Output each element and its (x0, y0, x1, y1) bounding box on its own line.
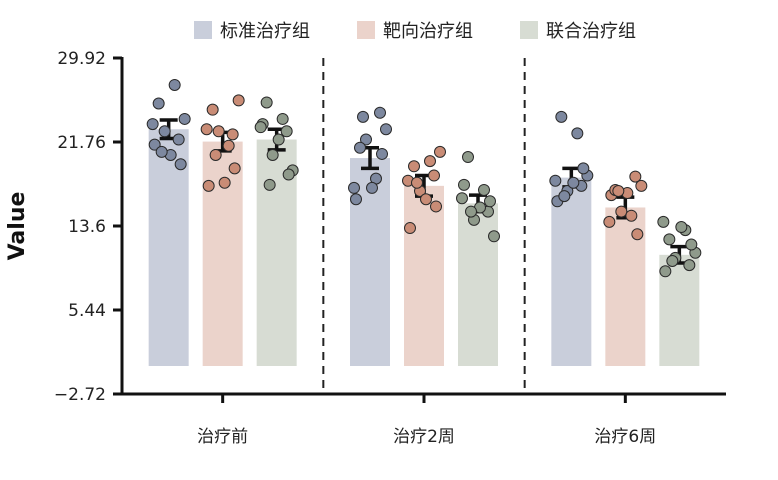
legend: 标准治疗组 靶向治疗组 联合治疗组 (194, 21, 636, 42)
y-tick-label-5: −2.72 (54, 385, 106, 405)
point-1-1-9 (174, 158, 187, 171)
point-3-2-10 (465, 205, 477, 218)
point-3-3-2 (683, 259, 696, 272)
point-2-1-8 (218, 176, 231, 189)
point-1-3-6 (571, 127, 584, 140)
point-3-2-1 (458, 178, 470, 191)
point-1-2-2 (374, 106, 386, 119)
point-2-2-5 (408, 160, 420, 173)
legend-label-1: 标准治疗组 (220, 21, 310, 42)
point-2-2-6 (424, 155, 436, 168)
point-1-2-4 (380, 123, 392, 136)
x-tick-label-3: 治疗6周 (594, 427, 656, 447)
point-3-1-7 (254, 121, 267, 134)
point-2-2-1 (404, 222, 416, 235)
point-1-1-5 (152, 97, 165, 110)
point-3-1-3 (266, 148, 279, 161)
point-2-1-3 (212, 125, 225, 138)
point-3-1-9 (282, 168, 295, 181)
point-3-2-4 (488, 230, 500, 243)
point-2-1-4 (232, 94, 245, 107)
point-2-1-5 (206, 103, 219, 116)
bar-2-2 (404, 185, 444, 366)
point-2-3-2 (629, 170, 642, 183)
point-2-3-4 (635, 179, 648, 192)
point-1-3-8 (567, 176, 580, 189)
legend-label-3: 联合治疗组 (546, 21, 636, 42)
point-2-3-7 (603, 215, 616, 228)
point-2-2-2 (428, 169, 440, 182)
point-1-2-9 (376, 147, 388, 160)
point-3-1-8 (272, 133, 285, 146)
point-2-3-6 (625, 209, 638, 222)
point-3-3-10 (666, 255, 679, 267)
point-1-1-2 (172, 133, 185, 146)
points-layer (146, 78, 702, 278)
point-3-2-7 (456, 192, 468, 205)
point-2-2-10 (411, 176, 423, 189)
point-3-2-5 (462, 151, 474, 164)
point-1-1-6 (168, 78, 181, 91)
point-3-3-5 (663, 233, 676, 246)
point-2-1-6 (222, 139, 235, 152)
point-1-2-5 (354, 141, 366, 154)
point-3-3-7 (657, 215, 670, 228)
bar-2-1 (202, 141, 243, 366)
legend-swatch-2 (357, 21, 375, 39)
point-3-3-8 (675, 221, 688, 234)
point-1-3-9 (577, 162, 590, 175)
point-1-2-3 (360, 133, 372, 146)
point-3-3-1 (659, 265, 672, 278)
point-3-1-10 (263, 178, 276, 191)
point-2-3-3 (615, 205, 628, 218)
point-2-2-9 (430, 200, 442, 213)
point-1-3-10 (558, 190, 571, 203)
point-2-1-10 (209, 148, 222, 161)
point-2-3-9 (631, 228, 644, 241)
bar-3-2 (458, 203, 498, 366)
legend-swatch-1 (194, 21, 212, 39)
point-3-2-6 (478, 183, 490, 196)
point-1-1-1 (148, 138, 161, 151)
point-1-1-10 (155, 145, 168, 158)
y-tick-label-2: 21.76 (57, 133, 106, 153)
axes-layer: 29.92 21.76 13.6 5.44 −2.72 治疗前 治疗2周 治疗6周 Value (5, 49, 726, 447)
point-2-1-2 (226, 128, 239, 141)
point-1-2-7 (348, 181, 360, 194)
point-3-2-9 (484, 195, 496, 208)
point-1-3-5 (555, 110, 568, 123)
y-tick-label-3: 13.6 (68, 217, 106, 237)
point-2-2-8 (420, 193, 432, 206)
point-3-3-9 (685, 238, 698, 251)
point-3-1-6 (276, 112, 289, 125)
point-1-1-3 (158, 125, 171, 138)
point-2-1-9 (228, 162, 241, 175)
point-1-2-10 (357, 110, 369, 123)
point-3-1-2 (280, 125, 293, 138)
point-1-3-7 (549, 174, 562, 187)
point-2-3-10 (612, 185, 625, 197)
point-1-1-4 (178, 112, 191, 125)
y-tick-label-1: 29.92 (57, 49, 106, 69)
point-2-1-7 (200, 123, 213, 136)
bar-1-3 (551, 177, 592, 366)
point-2-1-1 (202, 179, 215, 192)
point-1-2-1 (350, 193, 362, 206)
y-axis-title: Value (5, 192, 30, 261)
legend-label-2: 靶向治疗组 (383, 21, 473, 42)
y-tick-label-4: 5.44 (68, 301, 106, 321)
point-1-2-8 (366, 181, 378, 194)
group-separators (322, 58, 526, 394)
point-2-2-4 (434, 145, 446, 158)
x-tick-label-2: 治疗2周 (393, 427, 455, 447)
point-3-1-5 (260, 96, 273, 109)
legend-swatch-3 (520, 21, 538, 39)
x-tick-label-1: 治疗前 (197, 427, 248, 447)
point-1-1-7 (146, 118, 159, 131)
